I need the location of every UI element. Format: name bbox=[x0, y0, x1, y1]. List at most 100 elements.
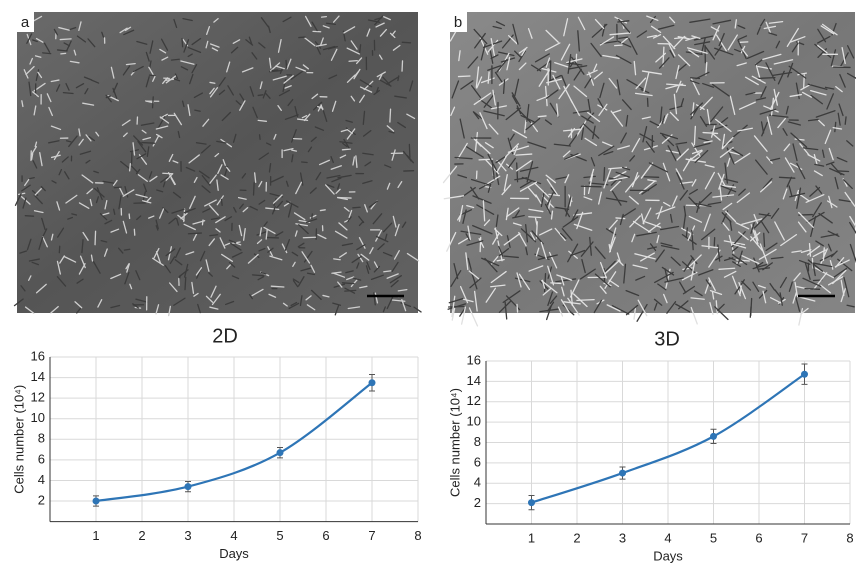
cell bbox=[603, 168, 612, 189]
cell bbox=[573, 68, 582, 81]
cell bbox=[849, 215, 856, 228]
cell bbox=[119, 187, 124, 196]
cell bbox=[221, 253, 234, 262]
cell bbox=[209, 234, 219, 237]
cell bbox=[168, 153, 174, 162]
cell bbox=[265, 236, 280, 239]
cell bbox=[509, 133, 515, 141]
cell bbox=[208, 174, 217, 185]
cell bbox=[29, 176, 35, 180]
cell bbox=[315, 43, 327, 47]
cell bbox=[546, 178, 558, 195]
cell bbox=[593, 71, 603, 80]
cell bbox=[791, 42, 799, 53]
cell bbox=[122, 220, 128, 234]
cell bbox=[789, 36, 806, 43]
cell bbox=[290, 301, 298, 307]
cell bbox=[267, 25, 271, 34]
cell bbox=[802, 91, 812, 98]
cell bbox=[260, 17, 269, 28]
cell bbox=[345, 270, 354, 274]
cell bbox=[512, 129, 528, 139]
cell bbox=[705, 61, 708, 76]
panel-label: a bbox=[21, 14, 30, 31]
cell bbox=[362, 180, 373, 185]
cell bbox=[187, 46, 202, 54]
cell bbox=[57, 227, 65, 238]
cell bbox=[79, 255, 86, 269]
cell bbox=[633, 60, 637, 76]
cell bbox=[275, 65, 285, 70]
cell bbox=[479, 112, 488, 130]
cell bbox=[142, 137, 152, 141]
cell bbox=[121, 119, 131, 126]
cell bbox=[827, 230, 840, 237]
cell bbox=[239, 100, 246, 111]
cell bbox=[707, 201, 722, 206]
cell bbox=[295, 223, 308, 227]
cell bbox=[50, 305, 59, 314]
cell bbox=[129, 283, 133, 290]
x-tick-label: 8 bbox=[846, 530, 853, 545]
cell bbox=[465, 145, 484, 158]
cell bbox=[758, 289, 768, 299]
cell bbox=[336, 196, 348, 201]
cell bbox=[530, 232, 536, 241]
cell bbox=[846, 45, 855, 59]
cell bbox=[375, 22, 385, 28]
cell bbox=[575, 53, 578, 64]
cell bbox=[201, 174, 211, 186]
cell bbox=[554, 62, 570, 68]
cell bbox=[210, 285, 217, 298]
cell bbox=[272, 194, 283, 204]
cell bbox=[118, 247, 124, 254]
cell bbox=[694, 290, 703, 297]
data-point bbox=[368, 379, 376, 387]
cell bbox=[560, 276, 565, 286]
cell bbox=[727, 34, 738, 51]
cell bbox=[282, 302, 288, 307]
micrograph-b bbox=[442, 12, 856, 327]
cell bbox=[256, 239, 263, 245]
cell bbox=[326, 184, 335, 188]
cell bbox=[110, 228, 120, 233]
cell bbox=[693, 125, 696, 146]
cell bbox=[465, 252, 469, 271]
cell bbox=[298, 224, 309, 235]
cell bbox=[815, 240, 824, 247]
cell bbox=[594, 246, 606, 260]
cell bbox=[215, 228, 221, 233]
cell bbox=[560, 299, 570, 313]
cell bbox=[731, 148, 744, 157]
cell bbox=[815, 110, 836, 118]
cell bbox=[189, 73, 194, 85]
cell bbox=[554, 227, 566, 242]
cell bbox=[359, 94, 366, 103]
cell bbox=[296, 118, 309, 122]
cell bbox=[32, 160, 38, 169]
cell bbox=[675, 65, 680, 80]
cell bbox=[65, 82, 70, 91]
cell bbox=[807, 83, 828, 91]
cell bbox=[105, 94, 112, 103]
cell bbox=[346, 74, 356, 83]
cell bbox=[549, 60, 552, 82]
cell bbox=[252, 182, 255, 196]
cell bbox=[681, 271, 698, 281]
x-tick-label: 2 bbox=[573, 530, 580, 545]
cell bbox=[162, 181, 166, 188]
cell bbox=[168, 305, 172, 317]
cell bbox=[33, 194, 43, 205]
cell bbox=[587, 111, 601, 123]
cell bbox=[67, 216, 74, 220]
cell bbox=[495, 172, 500, 186]
cell bbox=[305, 295, 312, 301]
cell bbox=[774, 221, 785, 241]
cell bbox=[492, 89, 496, 106]
cell bbox=[265, 228, 268, 240]
cell bbox=[187, 104, 191, 117]
cell bbox=[218, 77, 226, 87]
cell bbox=[58, 26, 70, 31]
cell bbox=[328, 74, 338, 80]
cell bbox=[525, 247, 528, 256]
